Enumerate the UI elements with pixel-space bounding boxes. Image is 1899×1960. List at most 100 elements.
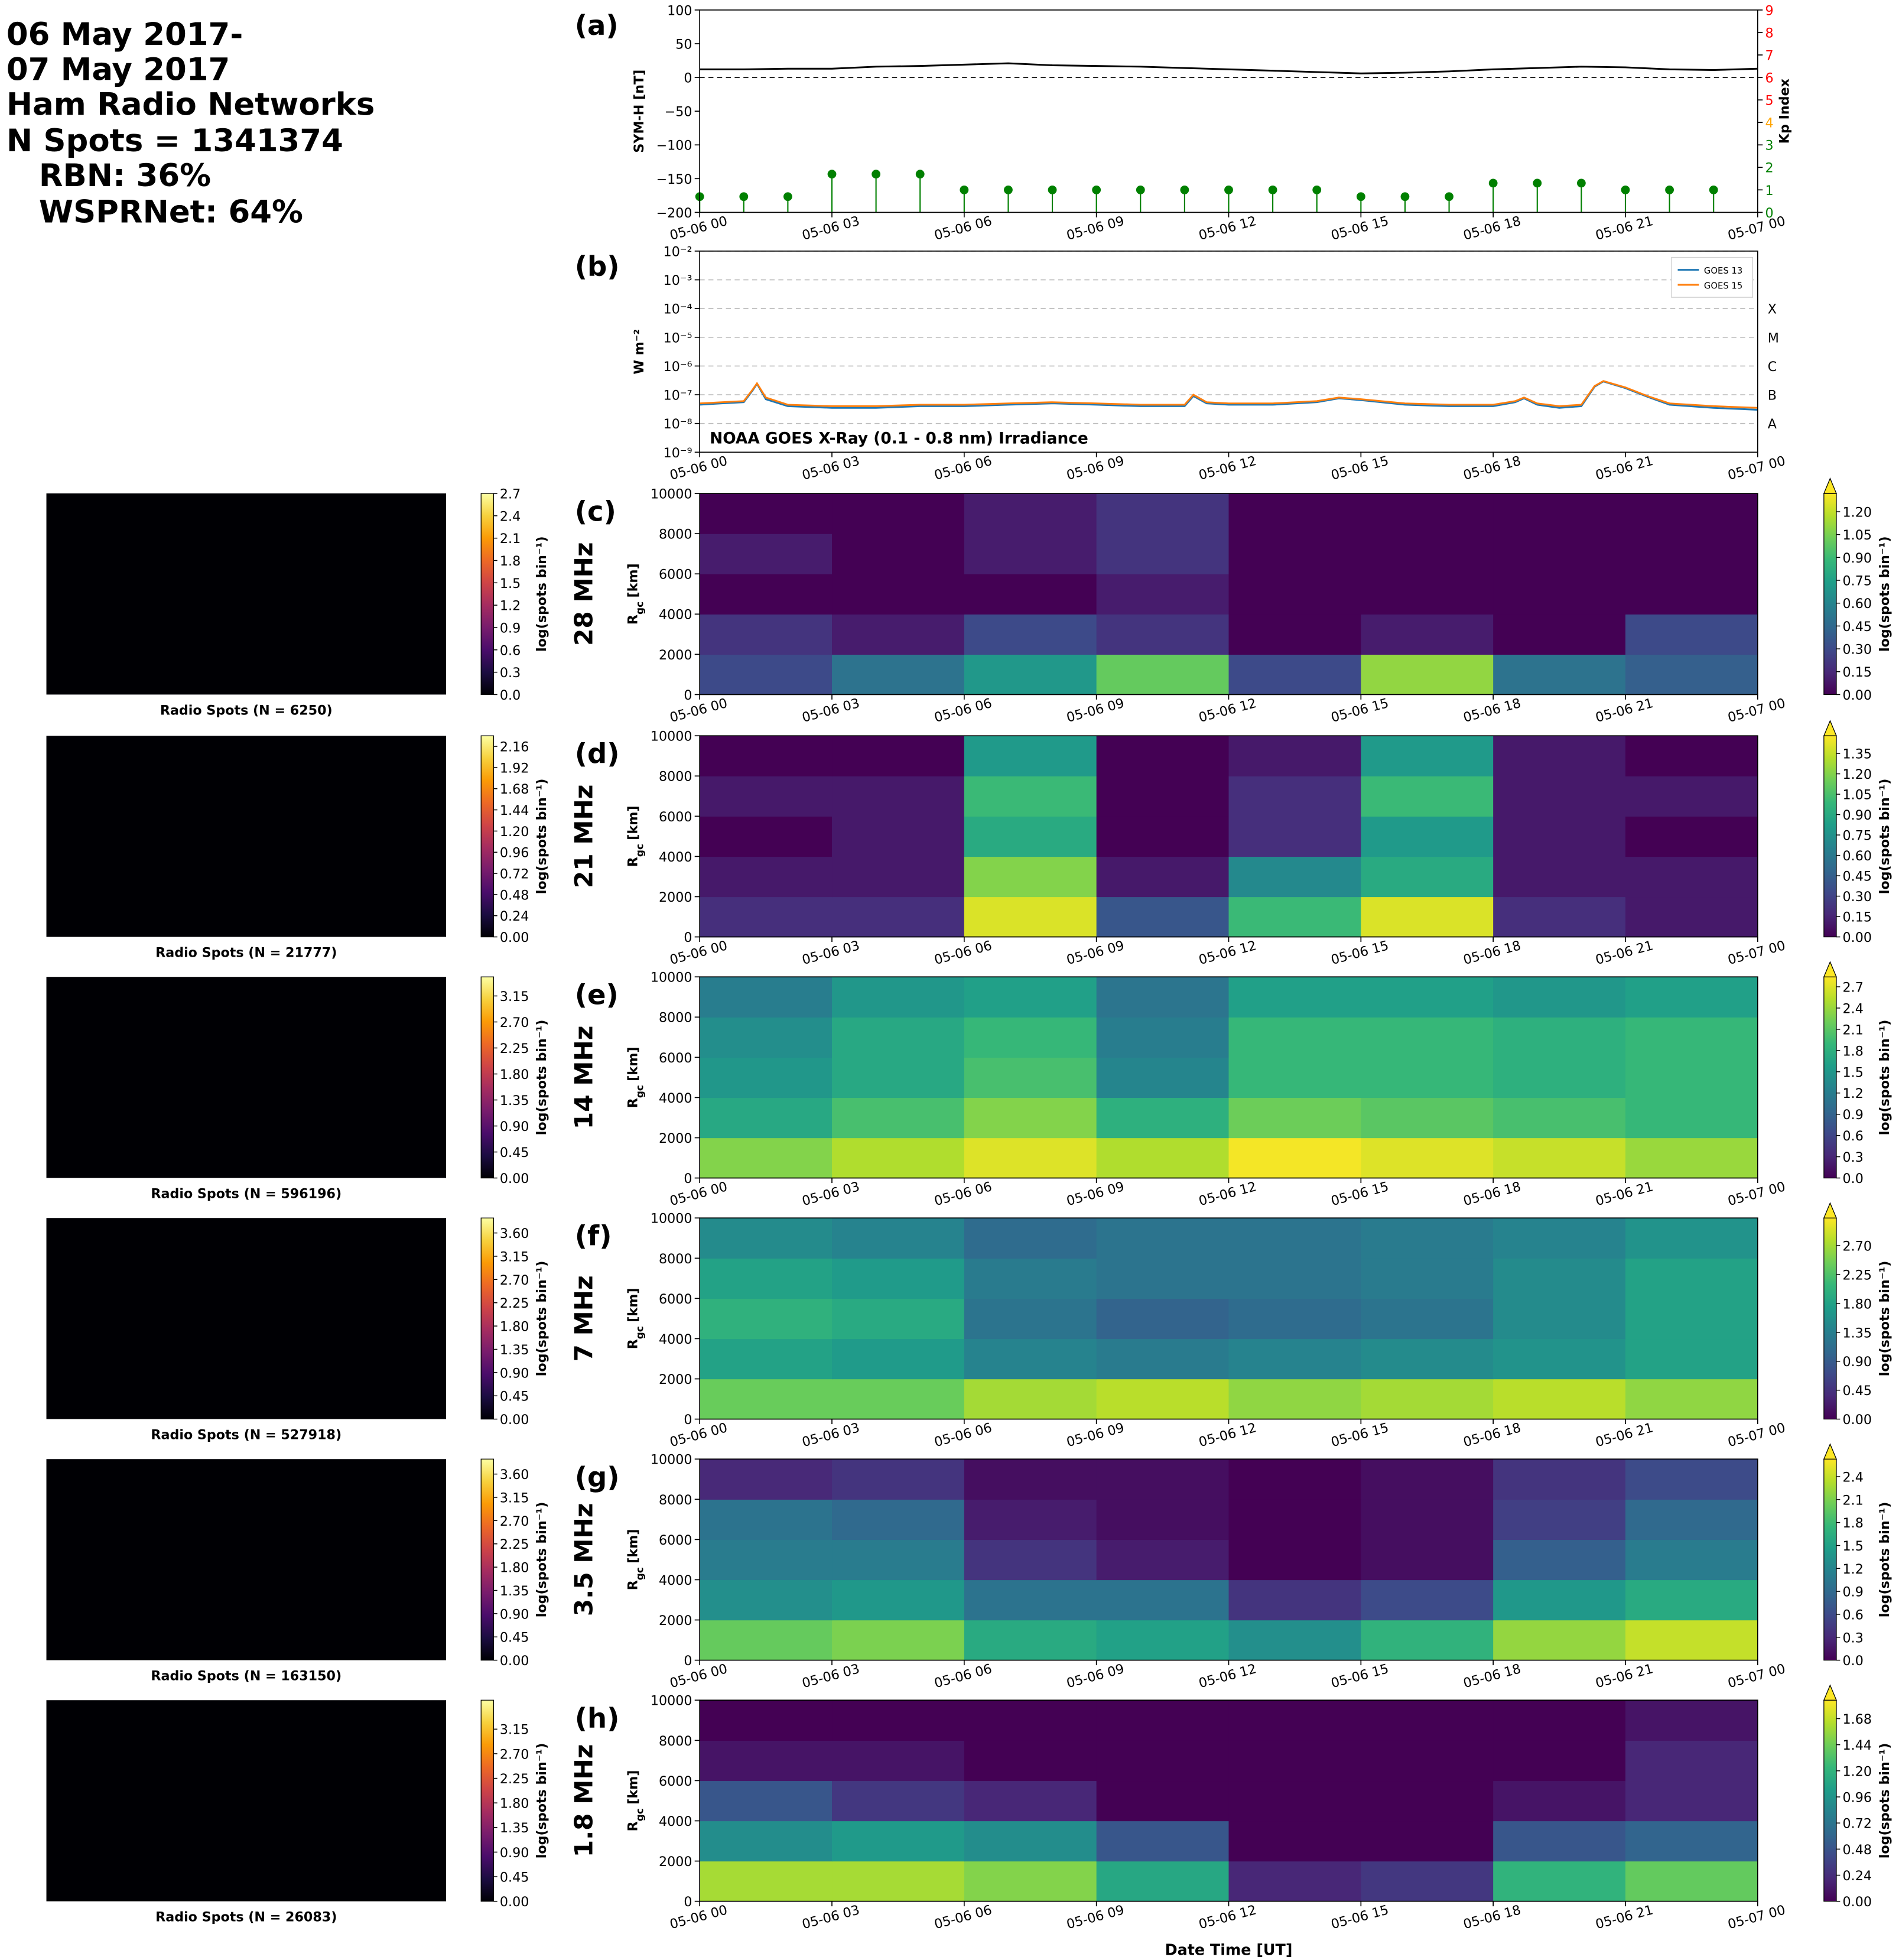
plot-frame <box>699 1699 1758 1902</box>
y-tick-label: 50 <box>675 37 692 52</box>
heat-cell <box>700 534 833 574</box>
heat-cell <box>1493 816 1626 857</box>
heat-cell <box>1625 1821 1758 1862</box>
heat-cell <box>1228 574 1361 615</box>
heat-cell <box>700 736 833 776</box>
heat-cell <box>832 1499 965 1540</box>
y-tick-label: 100 <box>667 3 692 18</box>
heat-cell <box>700 1017 833 1058</box>
x-tick-label: 05-06 06 <box>932 1179 993 1209</box>
heat-cell <box>964 1258 1097 1299</box>
y-tick-label: 0 <box>684 1171 692 1187</box>
y-tick-label: 4000 <box>659 850 692 865</box>
y-tick-label: 10000 <box>651 1211 692 1227</box>
panel-label: (e) <box>575 979 619 1011</box>
colorbar-label: log(spots bin⁻¹) <box>534 779 549 895</box>
x-tick-label: 05-06 15 <box>1329 1179 1390 1209</box>
y-tick-label: 6000 <box>659 1533 692 1548</box>
heat-cell <box>1228 1097 1361 1139</box>
heat-cell <box>964 1539 1097 1581</box>
y-tick-label: 6000 <box>659 1774 692 1789</box>
map-title: Radio Spots (N = 6250) <box>160 703 333 718</box>
colorbar-tick-label: 2.1 <box>500 531 521 547</box>
y-tick-label: 0 <box>1765 206 1773 221</box>
colorbar-tick-label: 1.35 <box>500 1093 529 1109</box>
y-axis-label: Rgc [km] <box>625 1288 645 1350</box>
colorbar-tick-label: 1.05 <box>1843 528 1872 543</box>
heat-cell <box>1493 1258 1626 1299</box>
x-axis-label: Date Time [UT] <box>1165 1941 1293 1959</box>
colorbar-tick-label: 0.24 <box>500 909 529 924</box>
colorbar-tick-label: 0.00 <box>1843 688 1872 703</box>
heat-cell <box>964 736 1097 776</box>
heat-cell <box>1361 776 1494 817</box>
colorbar-tick-label: 0.3 <box>1843 1630 1864 1646</box>
y-tick-label: 0 <box>684 930 692 945</box>
colorbar-tick-label: 1.35 <box>1843 1325 1872 1341</box>
plot-frame <box>699 1217 1758 1420</box>
heat-cell <box>1096 1821 1230 1862</box>
y-tick-label: 8000 <box>659 1010 692 1026</box>
heat-cell <box>1228 1539 1361 1581</box>
heat-cell <box>1625 1620 1758 1661</box>
heat-cell <box>1625 654 1758 695</box>
heat-cell <box>700 1499 833 1540</box>
colorbar-label: log(spots bin⁻¹) <box>534 1261 549 1377</box>
colorbar-tick-label: 0.96 <box>500 846 529 861</box>
heat-cell <box>1625 1499 1758 1540</box>
heat-cell <box>1493 1017 1626 1058</box>
x-tick-label: 05-07 00 <box>1726 453 1787 483</box>
heat-cell <box>832 1579 965 1621</box>
heat-cell <box>1493 574 1626 615</box>
heat-cell <box>700 1620 833 1661</box>
heat-cell <box>700 1700 833 1741</box>
y-tick-label: 7 <box>1765 48 1773 63</box>
map-background <box>46 736 447 937</box>
heat-cell <box>1096 574 1230 615</box>
heat-cell <box>1493 1700 1626 1741</box>
y-tick-label: 8000 <box>659 527 692 542</box>
heat-cell <box>1493 1379 1626 1420</box>
heat-cell <box>1625 1459 1758 1500</box>
heat-cell <box>1625 1258 1758 1299</box>
heat-cell <box>1096 1700 1230 1741</box>
y-tick-label: 4000 <box>659 607 692 623</box>
heat-cell <box>1493 736 1626 776</box>
heat-cell <box>964 977 1097 1018</box>
heat-cell <box>1361 493 1494 534</box>
panel-label: (h) <box>575 1702 620 1734</box>
heat-cell <box>964 1097 1097 1139</box>
y-axis-label-unit: [km] <box>625 563 640 597</box>
colorbar-tick-label: 1.5 <box>500 576 521 591</box>
y-axis-label: Rgc [km] <box>625 1770 645 1832</box>
x-tick-label: 05-06 00 <box>668 1661 729 1691</box>
y-tick-label: 6 <box>1765 71 1773 86</box>
heat-cell <box>832 1379 965 1420</box>
colorbar-tick-label: 0.72 <box>500 867 529 882</box>
y-tick-label: 8000 <box>659 1493 692 1508</box>
x-tick-label: 05-06 15 <box>1329 695 1390 726</box>
map-background <box>46 1218 447 1419</box>
heat-cell <box>832 816 965 857</box>
y-tick-label: 10000 <box>651 970 692 986</box>
heat-cell <box>1096 654 1230 695</box>
heat-cell <box>832 654 965 695</box>
colorbar-tick-label: 2.4 <box>1843 1470 1864 1485</box>
colorbar-tick-label: 0.3 <box>500 665 521 681</box>
heat-cell <box>1493 1821 1626 1862</box>
heat-cell <box>1228 896 1361 938</box>
x-tick-label: 05-06 00 <box>668 1179 729 1209</box>
heat-cell <box>1096 1379 1230 1420</box>
legend-box <box>1671 256 1753 298</box>
heat-cell <box>832 1620 965 1661</box>
plot-frame <box>699 251 1758 453</box>
colorbar-tick-label: 1.20 <box>1843 767 1872 782</box>
map-background <box>46 1459 447 1660</box>
y-axis-label-unit: [km] <box>625 806 640 840</box>
y-tick-label: 9 <box>1765 3 1773 18</box>
heat-cell <box>1493 1097 1626 1139</box>
heat-cell <box>700 1379 833 1420</box>
heat-cell <box>1493 1057 1626 1098</box>
colorbar-tick-label: 0.0 <box>1843 1653 1864 1669</box>
heat-cell <box>700 1459 833 1500</box>
